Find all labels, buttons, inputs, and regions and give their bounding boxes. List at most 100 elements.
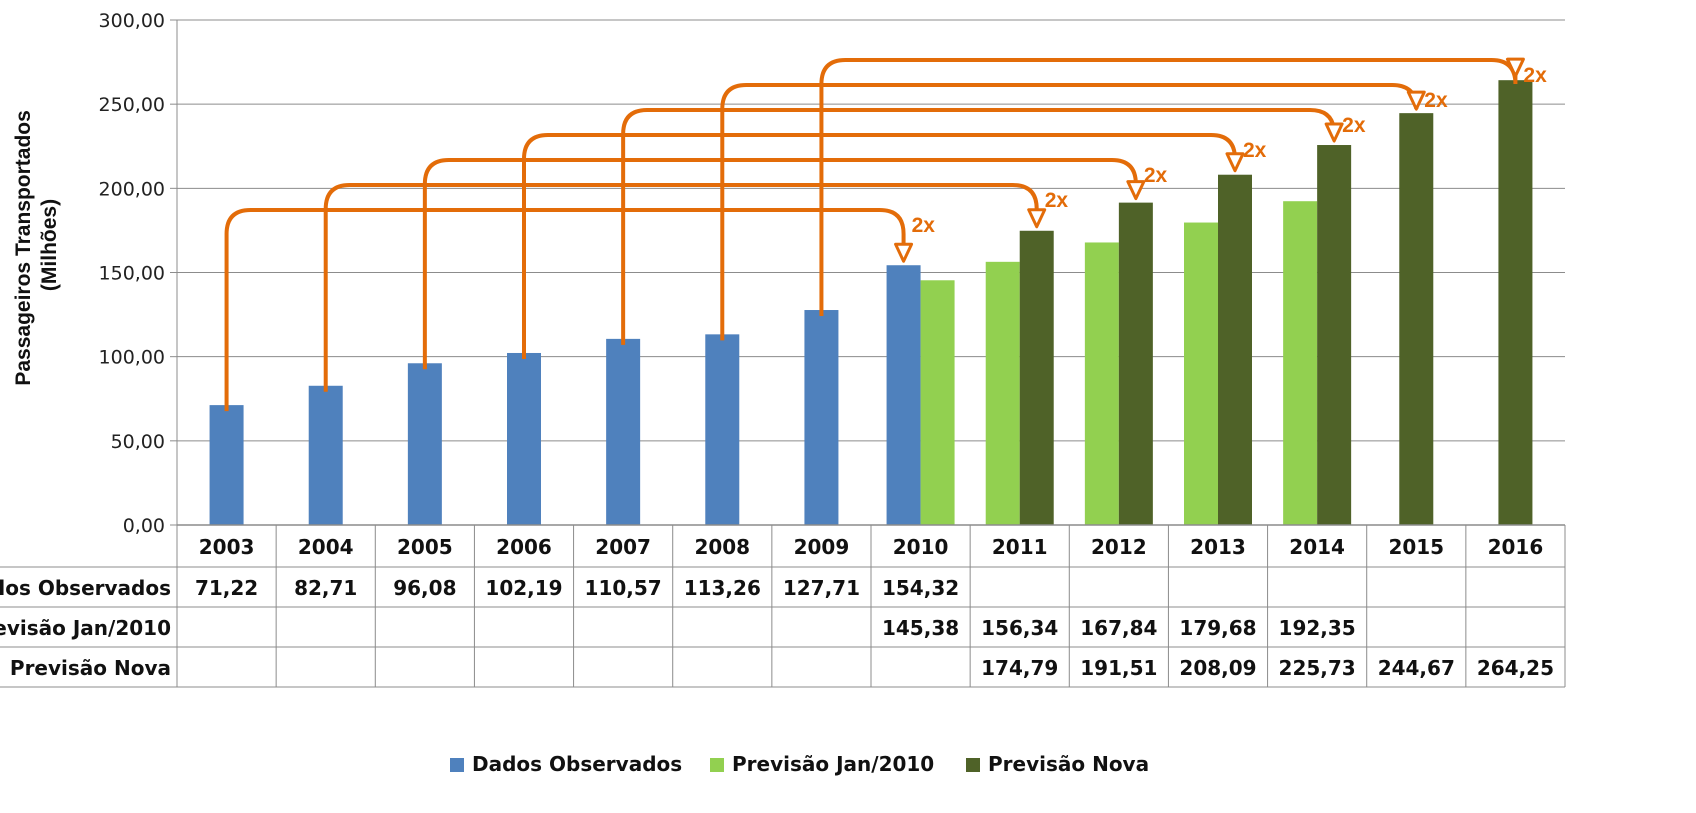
x-tick-label: 2011 xyxy=(992,535,1048,559)
bar-previs-o-nova-2015 xyxy=(1399,113,1434,526)
x-tick-label: 2008 xyxy=(694,535,750,559)
legend-item: Previsão Jan/2010 xyxy=(710,752,934,776)
data-label: 96,08 xyxy=(393,576,456,600)
legend: Dados Observados Previsão Jan/2010 Previsã… xyxy=(450,752,1149,776)
bar-dados-observados-2009 xyxy=(804,310,839,525)
bar-previs-o-nova-2014 xyxy=(1317,145,1352,525)
bar-previs-o-jan-2010-2014 xyxy=(1283,201,1318,526)
growth-arrow-2006-2013 xyxy=(522,133,1237,359)
multiplier-label: 2x xyxy=(1243,139,1267,162)
data-label: 225,73 xyxy=(1279,656,1356,680)
bar-dados-observados-2008 xyxy=(705,334,740,525)
y-tick-label: 300,00 xyxy=(99,10,165,32)
multiplier-label: 2x xyxy=(1144,164,1168,187)
table-row-label: Previsão Jan/2010 xyxy=(0,616,171,640)
legend-swatch xyxy=(710,758,724,772)
arrow-head xyxy=(1126,180,1146,201)
growth-arrows: 2x 2x 2x 2x 2x 2x 2x xyxy=(224,57,1547,412)
multiplier-label: 2x xyxy=(1045,189,1069,212)
data-label: 179,68 xyxy=(1179,616,1256,640)
data-label: 156,34 xyxy=(981,616,1058,640)
arrow-head xyxy=(894,242,914,263)
table-row-label: Previsão Nova xyxy=(10,656,171,680)
data-table: 2003 2004 2005 2006 2007 2008 2009 2010 2011 2012… xyxy=(0,524,1566,688)
x-tick-label: 2012 xyxy=(1091,535,1147,559)
data-label: 110,57 xyxy=(585,576,662,600)
growth-arrow-2005-2012 xyxy=(422,158,1138,370)
arrow-head xyxy=(1406,90,1426,111)
bar-previs-o-jan-2010-2010 xyxy=(920,280,955,525)
multiplier-label: 2x xyxy=(1523,64,1547,87)
data-label: 192,35 xyxy=(1279,616,1356,640)
data-label: 113,26 xyxy=(684,576,761,600)
table-row: Dados Observados 71,22 82,71 96,08 102,19 110… xyxy=(0,576,959,600)
bar-previs-o-nova-2016 xyxy=(1498,80,1533,525)
y-tick-label: 50,00 xyxy=(111,431,165,453)
x-tick-label: 2014 xyxy=(1289,535,1345,559)
bar-dados-observados-2007 xyxy=(606,338,641,525)
x-tick-label: 2004 xyxy=(298,535,354,559)
y-tick-label: 100,00 xyxy=(99,347,165,369)
bar-dados-observados-2004 xyxy=(308,385,343,525)
x-tick-label: 2005 xyxy=(397,535,453,559)
y-axis-ticks: 0,00 50,00 100,00 150,00 200,00 250,00 300,00 xyxy=(99,10,165,537)
y-axis-label-line-2: (Milhões) xyxy=(38,199,61,291)
data-label: 82,71 xyxy=(294,576,357,600)
grid xyxy=(170,19,1565,526)
data-label: 71,22 xyxy=(195,576,258,600)
legend-swatch xyxy=(966,758,980,772)
y-tick-label: 0,00 xyxy=(123,515,165,537)
legend-item: Previsão Nova xyxy=(966,752,1149,776)
arrow-head xyxy=(1225,152,1245,173)
x-tick-label: 2010 xyxy=(893,535,949,559)
arrow-head xyxy=(1027,208,1047,229)
y-tick-label: 250,00 xyxy=(99,94,165,116)
legend-label: Previsão Nova xyxy=(988,752,1149,776)
x-tick-label: 2003 xyxy=(199,535,255,559)
table-row: Previsão Jan/2010 145,38 156,34 167,84 179,6… xyxy=(0,616,1356,640)
legend-swatch xyxy=(450,758,464,772)
data-label: 102,19 xyxy=(485,576,562,600)
x-tick-label: 2016 xyxy=(1488,535,1544,559)
y-tick-label: 200,00 xyxy=(99,178,165,200)
bar-previs-o-nova-2012 xyxy=(1118,202,1153,526)
bar-dados-observados-2005 xyxy=(407,363,442,525)
data-label: 127,71 xyxy=(783,576,860,600)
bar-previs-o-jan-2010-2011 xyxy=(985,261,1020,525)
data-label: 244,67 xyxy=(1378,656,1455,680)
bar-dados-observados-2010 xyxy=(886,265,921,525)
bar-previs-o-jan-2010-2012 xyxy=(1084,242,1119,525)
multiplier-label: 2x xyxy=(1424,89,1448,112)
y-axis-label-line-1: Passageiros Transportados xyxy=(12,110,35,385)
legend-label: Previsão Jan/2010 xyxy=(732,752,934,776)
table-row: Previsão Nova 174,79 191,51 208,09 225,73 244… xyxy=(10,656,1554,680)
x-tick-label: 2009 xyxy=(794,535,850,559)
x-tick-label: 2013 xyxy=(1190,535,1246,559)
arrow-head xyxy=(1505,57,1525,78)
y-axis-label: Passageiros Transportados (Milhões) xyxy=(12,104,61,385)
y-tick-label: 150,00 xyxy=(99,263,165,285)
legend-item: Dados Observados xyxy=(450,752,682,776)
x-tick-label: 2007 xyxy=(595,535,651,559)
data-label: 264,25 xyxy=(1477,656,1554,680)
x-tick-label: 2006 xyxy=(496,535,552,559)
data-label: 208,09 xyxy=(1179,656,1256,680)
bar-previs-o-jan-2010-2013 xyxy=(1184,222,1218,525)
legend-label: Dados Observados xyxy=(472,752,682,776)
data-label: 145,38 xyxy=(882,616,959,640)
table-row-label: Dados Observados xyxy=(0,576,171,600)
growth-arrow-2003-2010 xyxy=(224,208,906,412)
multiplier-label: 2x xyxy=(912,214,936,237)
bars xyxy=(209,80,1533,526)
data-label: 167,84 xyxy=(1080,616,1157,640)
growth-arrow-2004-2011 xyxy=(323,183,1039,392)
bar-dados-observados-2003 xyxy=(209,405,244,525)
bar-previs-o-nova-2011 xyxy=(1019,230,1054,525)
arrow-head xyxy=(1324,122,1344,143)
bar-previs-o-nova-2013 xyxy=(1218,174,1252,526)
data-label: 191,51 xyxy=(1080,656,1157,680)
data-label: 174,79 xyxy=(981,656,1058,680)
multiplier-label: 2x xyxy=(1342,114,1366,137)
data-label: 154,32 xyxy=(882,576,959,600)
